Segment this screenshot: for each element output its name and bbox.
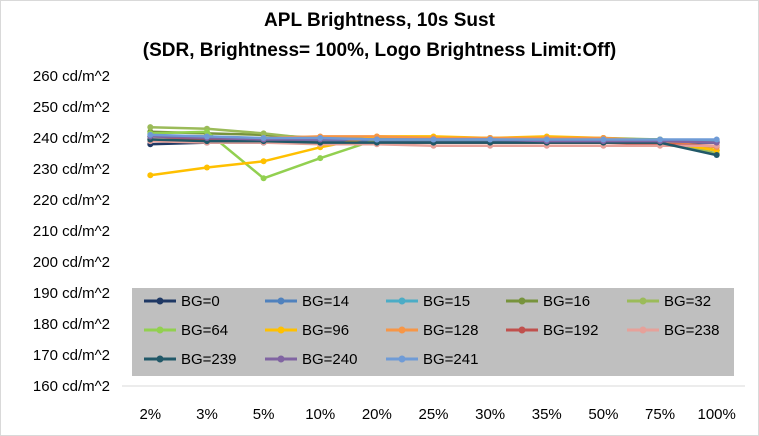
y-tick-label: 260 cd/m^2 — [33, 68, 110, 85]
x-tick-label: 25% — [418, 406, 448, 423]
y-axis: 260 cd/m^2 250 cd/m^2 240 cd/m^2 230 cd/m^2… — [33, 68, 110, 395]
data-point — [203, 133, 210, 140]
y-tick-label: 250 cd/m^2 — [33, 99, 110, 116]
y-tick-label: 160 cd/m^2 — [33, 378, 110, 395]
data-point — [203, 128, 210, 135]
data-point — [600, 136, 607, 143]
legend-label: BG=238 — [664, 322, 719, 339]
legend-item: BG=96 — [265, 322, 349, 339]
x-tick-label: 50% — [588, 406, 618, 423]
data-point — [317, 155, 324, 162]
x-tick-label: 2% — [139, 406, 161, 423]
data-point — [487, 136, 494, 143]
legend-label: BG=0 — [181, 293, 220, 310]
legend-label: BG=16 — [543, 293, 590, 310]
legend-item: BG=14 — [265, 293, 349, 310]
y-tick-label: 200 cd/m^2 — [33, 254, 110, 271]
legend-swatch-marker — [156, 355, 164, 363]
data-point — [260, 130, 267, 137]
y-tick-label: 220 cd/m^2 — [33, 192, 110, 209]
legend-swatch-marker — [156, 326, 164, 334]
y-tick-label: 190 cd/m^2 — [33, 285, 110, 302]
x-tick-label: 100% — [697, 406, 735, 423]
data-point — [373, 136, 380, 143]
legend-box — [132, 288, 734, 376]
chart-title: APL Brightness, 10s Sust — [264, 10, 495, 31]
legend-swatch-marker — [156, 297, 164, 305]
legend-label: BG=64 — [181, 322, 228, 339]
y-tick-label: 180 cd/m^2 — [33, 316, 110, 333]
x-tick-label: 30% — [475, 406, 505, 423]
legend-label: BG=14 — [302, 293, 349, 310]
series-bg-241 — [147, 131, 720, 143]
legend-swatch-marker — [518, 326, 526, 334]
x-tick-label: 75% — [645, 406, 675, 423]
x-tick-label: 20% — [362, 406, 392, 423]
legend-swatch-marker — [277, 326, 285, 334]
legend-item: BG=128 — [386, 322, 478, 339]
data-point — [147, 124, 154, 131]
data-point — [657, 136, 664, 143]
legend-item: BG=241 — [386, 351, 478, 368]
legend-item: BG=240 — [265, 351, 357, 368]
legend-swatch-marker — [639, 326, 647, 334]
y-tick-label: 230 cd/m^2 — [33, 161, 110, 178]
data-point — [430, 136, 437, 143]
data-point — [260, 158, 267, 165]
x-tick-label: 35% — [532, 406, 562, 423]
legend-swatch-marker — [518, 297, 526, 305]
legend-swatch-marker — [398, 297, 406, 305]
legend-item: BG=192 — [506, 322, 598, 339]
legend-item: BG=238 — [627, 322, 719, 339]
data-point — [203, 164, 210, 171]
data-point — [260, 135, 267, 141]
x-tick-label: 10% — [305, 406, 335, 423]
y-tick-label: 170 cd/m^2 — [33, 347, 110, 364]
legend-swatch-marker — [398, 355, 406, 363]
x-tick-label: 3% — [196, 406, 218, 423]
legend-label: BG=128 — [423, 322, 478, 339]
legend-item: BG=32 — [627, 293, 711, 310]
legend-item: BG=16 — [506, 293, 590, 310]
chart-subtitle: (SDR, Brightness= 100%, Logo Brightness … — [142, 40, 617, 61]
legend-swatch-marker — [398, 326, 406, 334]
legend-label: BG=192 — [543, 322, 598, 339]
data-point — [543, 136, 550, 143]
legend-label: BG=239 — [181, 351, 236, 368]
x-tick-label: 5% — [253, 406, 275, 423]
legend: BG=0 BG=14 BG=15 BG=16 BG=32 BG=64 BG=96 BG=128… — [132, 288, 734, 376]
data-point — [317, 135, 324, 141]
legend-swatch-marker — [277, 355, 285, 363]
legend-item: BG=239 — [144, 351, 236, 368]
legend-label: BG=15 — [423, 293, 470, 310]
data-point — [713, 136, 720, 143]
legend-label: BG=240 — [302, 351, 357, 368]
data-point — [147, 131, 154, 138]
x-axis: 2% 3% 5% 10% 20% 25% 30% 35% 50% 75% 100% — [122, 385, 745, 423]
series-lines — [147, 124, 720, 182]
legend-label: BG=32 — [664, 293, 711, 310]
y-tick-label: 240 cd/m^2 — [33, 130, 110, 147]
legend-label: BG=241 — [423, 351, 478, 368]
legend-item: BG=64 — [144, 322, 228, 339]
data-point — [713, 152, 720, 159]
y-tick-label: 210 cd/m^2 — [33, 223, 110, 240]
legend-item: BG=15 — [386, 293, 470, 310]
legend-swatch-marker — [639, 297, 647, 305]
data-point — [147, 172, 154, 179]
legend-swatch-marker — [277, 297, 285, 305]
data-point — [260, 175, 267, 182]
legend-label: BG=96 — [302, 322, 349, 339]
legend-item: BG=0 — [144, 293, 220, 310]
